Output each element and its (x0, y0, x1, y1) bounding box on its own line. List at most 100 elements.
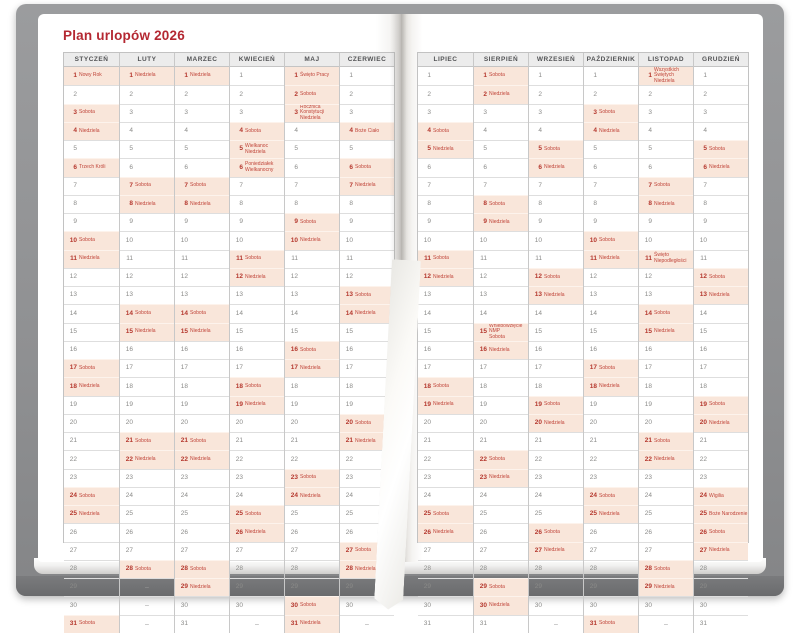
day-label: Niedziela (544, 419, 565, 426)
day-number: 17 (125, 364, 133, 372)
day-cell: 14 (418, 304, 473, 322)
day-cell: 22 (694, 450, 748, 468)
day-number: 14 (479, 309, 487, 317)
empty-day-cell: – (120, 614, 174, 633)
day-label: Sobota (190, 437, 206, 444)
day-cell: 12 (120, 267, 174, 286)
day-number: 10 (699, 236, 707, 244)
day-cell: 11 (340, 249, 394, 268)
day-cell: 21 (694, 432, 748, 450)
day-cell: 9 (120, 213, 174, 231)
day-cell: 31 (418, 614, 473, 633)
day-cell: 22 (285, 450, 339, 468)
day-number: 27 (699, 546, 707, 554)
day-cell: 3 (694, 103, 748, 122)
day-number: 30 (644, 601, 652, 609)
day-label: Niedziela (190, 456, 211, 462)
day-cell: 24 Wigilia (694, 486, 748, 505)
day-number: 1 (294, 71, 298, 79)
day-number: 4 (593, 127, 597, 135)
day-label: Sobota (599, 109, 615, 116)
day-cell: 12 Niedziela (418, 267, 473, 286)
day-number: 15 (345, 327, 353, 335)
day-label: Niedziela (489, 218, 510, 225)
day-number: 28 (479, 565, 487, 573)
day-cell: 16 (418, 340, 473, 359)
day-cell: 24 (418, 486, 473, 505)
no-day-dash: – (255, 620, 259, 628)
day-cell: 19 Sobota (529, 395, 583, 414)
day-cell: 4 Niedziela (584, 121, 638, 140)
day-cell: 11 (529, 249, 583, 268)
day-cell: 14 (694, 304, 748, 322)
day-number: 9 (593, 218, 597, 226)
day-cell: 30 (529, 596, 583, 614)
day-label: Sobota (654, 437, 670, 444)
day-number: 6 (349, 163, 353, 171)
day-number: 7 (593, 181, 597, 189)
month-column: SIERPIEŃ 1 Sobota 2 Niedziela 3 4 5 6 7 8 Sobota 9 Ni… (473, 53, 528, 633)
day-number: 7 (483, 181, 487, 189)
day-number: 17 (699, 364, 707, 372)
day-number: 26 (644, 528, 652, 536)
day-number: 26 (345, 528, 353, 536)
day-cell: 5 Sobota (694, 140, 748, 159)
day-number: 13 (423, 291, 431, 299)
no-day-dash: – (664, 620, 668, 628)
day-cell: 16 Sobota (285, 340, 339, 359)
day-number: 23 (644, 473, 652, 481)
day-cell: 16 (64, 340, 119, 359)
day-cell: 5 (340, 140, 394, 158)
day-cell: 8 Niedziela (175, 194, 229, 213)
day-cell: 7 (418, 176, 473, 195)
day-label: Niedziela (135, 328, 156, 335)
day-number: 13 (125, 291, 133, 299)
day-cell: 18 Niedziela (64, 377, 119, 396)
day-cell: 9 (639, 213, 693, 231)
page-title: Plan urlopów 2026 (63, 28, 185, 43)
day-cell: 6 (120, 158, 174, 176)
day-number: 23 (479, 473, 487, 481)
day-cell: 9 (230, 213, 284, 231)
day-cell: 3 (418, 103, 473, 122)
day-number: 15 (644, 327, 652, 335)
day-cell: 21 (584, 432, 638, 450)
day-cell: 31 (175, 614, 229, 633)
day-cell: 28 (64, 559, 119, 578)
day-number: 16 (235, 346, 243, 354)
day-number: 6 (593, 163, 597, 171)
day-number: 31 (479, 619, 487, 627)
day-number: 13 (479, 291, 487, 299)
day-cell: 17 (340, 359, 394, 377)
day-number: 10 (290, 236, 298, 244)
day-number: 14 (423, 309, 431, 317)
day-number: 8 (294, 200, 298, 208)
day-cell: 30 (340, 596, 394, 614)
day-number: 5 (129, 145, 133, 153)
day-number: 22 (699, 455, 707, 463)
day-number: 5 (648, 145, 652, 153)
day-number: 4 (483, 127, 487, 135)
day-cell: 28 (230, 559, 284, 578)
day-label: Sobota (489, 72, 505, 79)
day-cell: 23 (340, 468, 394, 487)
day-cell: 18 Niedziela (584, 377, 638, 396)
day-number: 26 (180, 528, 188, 536)
day-number: 12 (69, 273, 77, 281)
day-cell: 26 Niedziela (230, 523, 284, 542)
day-cell: 3 Rocznica Konstytucji Niedziela (285, 103, 339, 122)
day-cell: 28 Sobota (639, 559, 693, 578)
day-number: 20 (644, 419, 652, 427)
day-number: 27 (125, 546, 133, 554)
day-number: 6 (703, 163, 707, 171)
day-number: 28 (69, 565, 77, 573)
day-label: Sobota (709, 145, 725, 152)
day-label: Niedziela (544, 164, 565, 170)
day-number: 22 (423, 455, 431, 463)
day-cell: 27 (230, 541, 284, 560)
day-cell: 8 (694, 194, 748, 213)
day-cell: 22 Niedziela (120, 450, 174, 469)
day-cell: 11 (474, 249, 528, 268)
day-label: Niedziela (489, 602, 510, 608)
day-label: Sobota (79, 492, 95, 499)
